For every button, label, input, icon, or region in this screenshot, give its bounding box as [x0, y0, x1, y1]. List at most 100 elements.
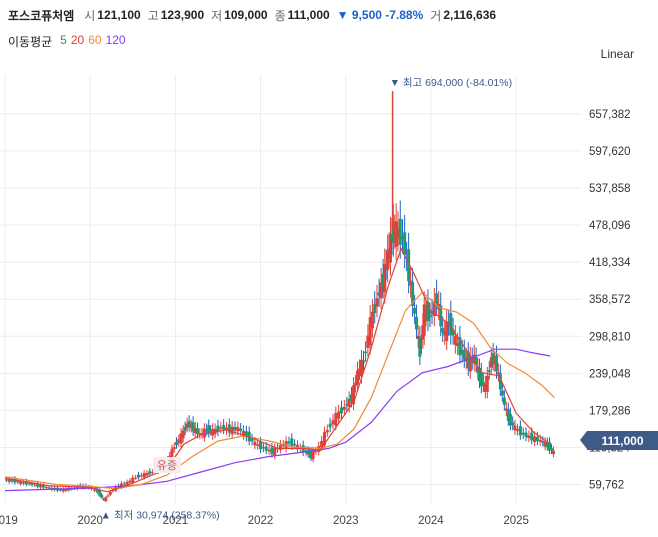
- candle-body: [191, 422, 195, 432]
- y-tick-label: 657,382: [589, 109, 631, 121]
- candle-body: [401, 236, 405, 240]
- candle-body: [453, 336, 457, 345]
- candle-body: [545, 442, 549, 448]
- candle-body: [100, 494, 104, 498]
- candle-body: [358, 368, 362, 373]
- candle-body: [38, 485, 42, 488]
- candle-body: [207, 425, 211, 434]
- candle-body: [530, 432, 534, 441]
- candle-body: [398, 218, 402, 245]
- candle-body: [125, 481, 129, 485]
- ma-20-label[interactable]: 20: [70, 33, 85, 47]
- candle-body: [354, 383, 358, 386]
- candle-body: [131, 477, 135, 483]
- y-tick-label: 478,096: [589, 220, 631, 232]
- moving-average-legend[interactable]: 이동평균 5 20 60 120: [8, 33, 126, 50]
- candle-body: [239, 428, 243, 432]
- candle-body: [495, 355, 499, 372]
- candle-body: [481, 382, 485, 386]
- candle-body: [256, 444, 260, 447]
- candle-body: [202, 428, 206, 438]
- candle-body: [411, 282, 415, 306]
- candle-body: [500, 390, 504, 396]
- candle-body: [342, 406, 346, 410]
- candle-body: [428, 314, 432, 317]
- candle-body: [474, 357, 478, 365]
- candle-body: [136, 474, 140, 478]
- candle-body: [273, 447, 277, 456]
- low-value: 109,000: [224, 8, 268, 22]
- candle-body: [84, 485, 88, 488]
- candle-body: [394, 221, 398, 247]
- candle-body: [493, 361, 497, 365]
- ma-60-line: [4, 291, 555, 490]
- candle-body: [477, 367, 481, 382]
- candle-body: [193, 427, 197, 434]
- scale-toggle-button[interactable]: Linear: [600, 47, 634, 61]
- candle-body: [456, 343, 460, 347]
- candle-body: [451, 329, 455, 336]
- candle-body: [236, 427, 240, 432]
- high-label: 고: [147, 8, 159, 23]
- open-label: 시: [84, 8, 96, 23]
- candle-body: [508, 414, 512, 426]
- candle-body: [213, 428, 217, 434]
- candle-body: [361, 360, 365, 363]
- candle-body: [259, 441, 263, 450]
- ma-120-label[interactable]: 120: [105, 33, 126, 47]
- candle-body: [10, 479, 14, 482]
- candle-body: [172, 447, 176, 450]
- candle-body: [511, 422, 515, 426]
- y-tick-label: 418,334: [589, 257, 631, 269]
- candle-body: [409, 280, 413, 286]
- candle-body: [419, 345, 423, 347]
- close-label: 종: [274, 8, 286, 23]
- candle-body: [414, 316, 418, 330]
- candle-body: [209, 430, 213, 432]
- candle-body: [111, 490, 115, 492]
- candle-body: [281, 444, 285, 446]
- candle-body: [426, 302, 430, 322]
- candle-body: [4, 479, 8, 481]
- candle-body: [108, 491, 112, 495]
- candle-body: [47, 487, 51, 489]
- candle-body: [360, 359, 363, 377]
- candle-body: [331, 420, 335, 425]
- candle-body: [430, 311, 434, 314]
- x-tick-label: 2020: [77, 515, 103, 527]
- candle-body: [170, 448, 174, 460]
- candle-body: [36, 483, 40, 487]
- ma-60-label[interactable]: 60: [88, 33, 102, 47]
- candle-body: [339, 407, 343, 414]
- candle-body: [230, 426, 234, 435]
- candle-body: [466, 352, 470, 369]
- event-marker-label: 유증: [157, 459, 177, 472]
- candle-body: [381, 273, 385, 287]
- candle-body: [128, 480, 132, 483]
- candle-body: [293, 443, 297, 446]
- candle-body: [449, 313, 453, 336]
- candle-body: [368, 317, 372, 346]
- candle-body: [518, 426, 522, 436]
- quote-header: 포스코퓨처엠 시 121,100 고 123,900 저 109,000 종 1…: [8, 6, 503, 24]
- candle-body: [189, 425, 193, 428]
- candle-body: [224, 427, 228, 431]
- candle-body: [524, 432, 528, 438]
- candle-body: [41, 485, 45, 488]
- candle-body: [278, 444, 282, 450]
- candle-body: [185, 423, 189, 428]
- candle-body: [513, 425, 517, 431]
- candle-body: [104, 497, 108, 502]
- ma-5-label[interactable]: 5: [60, 33, 67, 47]
- moving-average-label: 이동평균: [8, 35, 53, 49]
- candle-body: [24, 481, 28, 485]
- candle-body: [306, 450, 310, 455]
- candle-body: [366, 335, 370, 348]
- candle-body: [535, 436, 539, 442]
- high-value: 123,900: [160, 8, 205, 22]
- change-value: ▼ 9,500 -7.88%: [336, 8, 424, 22]
- candle-body: [177, 439, 181, 443]
- candle-body: [179, 433, 183, 444]
